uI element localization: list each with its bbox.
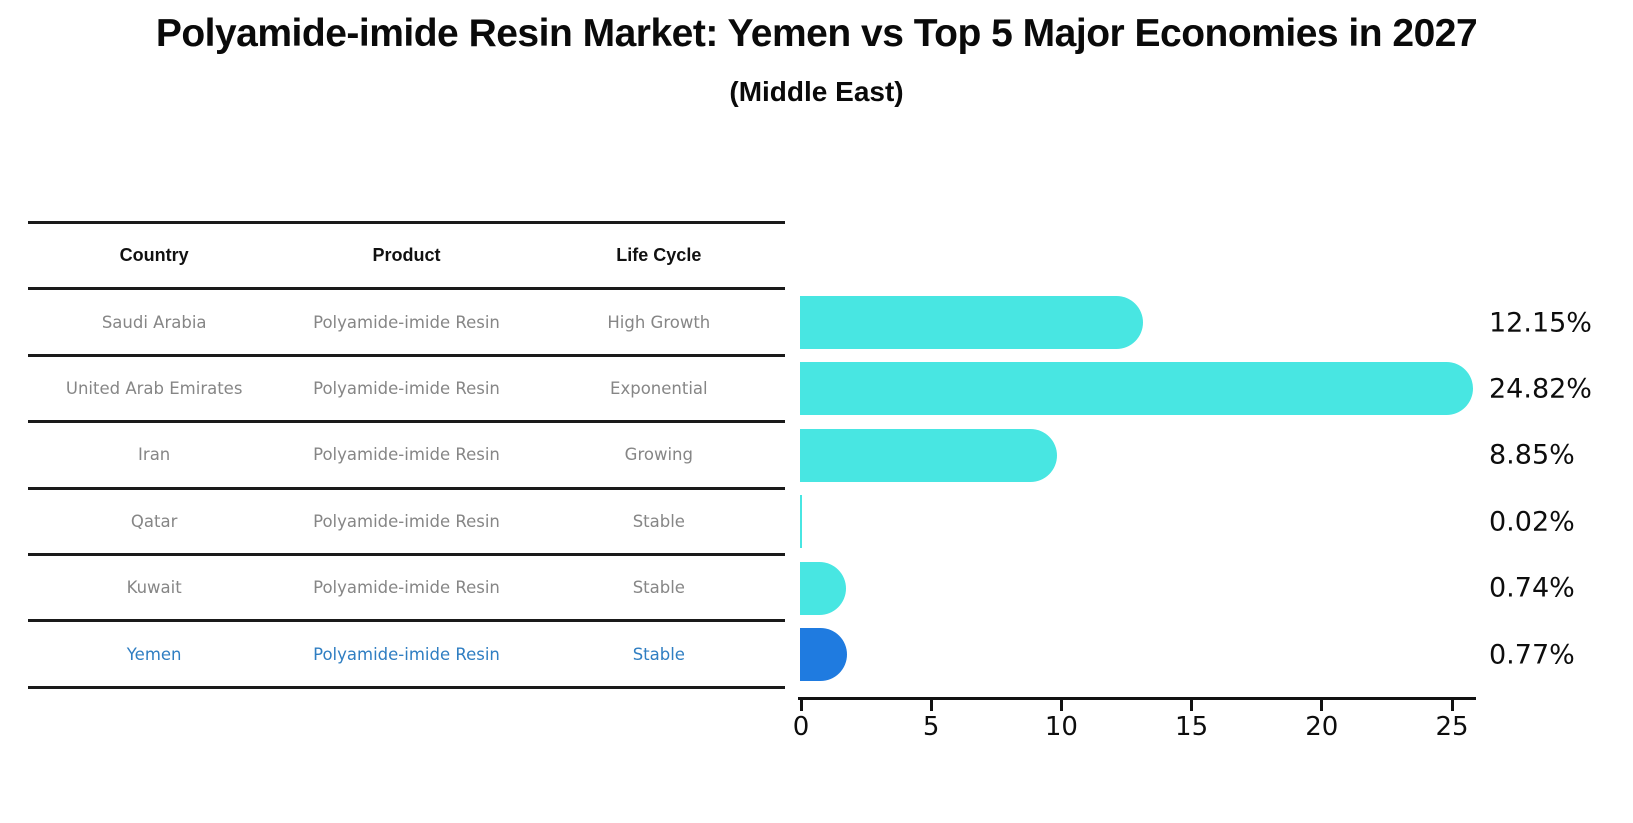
product-header: Product xyxy=(372,245,441,266)
bar-chart xyxy=(800,296,1500,695)
value-label-kuwait: 0.74% xyxy=(1489,572,1575,604)
country-cell: Kuwait xyxy=(126,578,182,598)
x-axis-ticks: 0 5 10 15 20 25 xyxy=(793,700,1500,760)
table-row-qatar: Qatar Polyamide-imide Resin Stable xyxy=(28,486,785,553)
country-cell: Saudi Arabia xyxy=(101,312,207,332)
x-tick-15 xyxy=(1190,700,1194,711)
product-cell: Polyamide-imide Resin xyxy=(313,378,500,398)
x-tick-25 xyxy=(1450,700,1454,711)
x-tick-label-10: 10 xyxy=(1044,712,1078,742)
page-subtitle: (Middle East) xyxy=(729,76,904,107)
x-tick-10 xyxy=(1059,700,1063,711)
bar-yemen xyxy=(800,628,847,681)
bar-saudi-arabia xyxy=(800,296,1143,349)
product-cell: Polyamide-imide Resin xyxy=(313,511,500,531)
x-tick-label-25: 25 xyxy=(1435,712,1469,742)
country-cell: Yemen xyxy=(126,644,182,664)
x-tick-0 xyxy=(799,700,803,711)
table-row-saudi-arabia: Saudi Arabia Polyamide-imide Resin High … xyxy=(28,287,785,353)
lifecycle-cell: Exponential xyxy=(610,378,708,398)
x-tick-20 xyxy=(1320,700,1324,711)
value-label-yemen: 0.77% xyxy=(1489,639,1575,670)
x-tick-label-5: 5 xyxy=(922,712,940,742)
product-cell: Polyamide-imide Resin xyxy=(313,312,500,332)
x-axis xyxy=(798,697,1476,700)
x-tick-label-20: 20 xyxy=(1305,712,1339,742)
country-header: Country xyxy=(119,245,189,266)
table-row-iran: Iran Polyamide-imide Resin Growing xyxy=(28,420,785,486)
bar-united-arab-emirates xyxy=(800,362,1473,416)
value-label-iran: 8.85% xyxy=(1489,439,1575,471)
product-cell: Polyamide-imide Resin xyxy=(313,578,500,598)
x-tick-5 xyxy=(929,700,933,711)
x-tick-label-0: 0 xyxy=(792,712,810,742)
lifecycle-cell: High Growth xyxy=(607,312,711,332)
lifecycle-cell: Stable xyxy=(632,511,685,531)
table-row-united-arab-emirates: United Arab Emirates Polyamide-imide Res… xyxy=(28,353,785,420)
bar-qatar xyxy=(800,495,802,549)
country-table: Country Product Life Cycle Saudi Arabia … xyxy=(28,221,785,689)
product-cell: Polyamide-imide Resin xyxy=(313,445,500,465)
bar-iran xyxy=(800,428,1057,482)
product-cell: Polyamide-imide Resin xyxy=(313,644,500,664)
lifecycle-cell: Growing xyxy=(624,445,693,465)
lifecycle-header: Life Cycle xyxy=(616,245,702,266)
value-label-united-arab-emirates: 24.82% xyxy=(1489,373,1592,405)
table-header-row: Country Product Life Cycle xyxy=(28,221,785,287)
table-row-yemen: Yemen Polyamide-imide Resin Stable xyxy=(28,619,785,685)
country-cell: United Arab Emirates xyxy=(65,378,243,398)
bar-kuwait xyxy=(800,561,846,615)
country-cell: Qatar xyxy=(130,511,178,531)
lifecycle-cell: Stable xyxy=(632,644,685,664)
page-title: Polyamide-imide Resin Market: Yemen vs T… xyxy=(155,12,1478,55)
x-tick-label-15: 15 xyxy=(1175,712,1209,742)
value-label-saudi-arabia: 12.15% xyxy=(1489,307,1592,338)
value-labels: 12.15% 24.82% 8.85% 0.02% 0.74% 0.77% xyxy=(1489,296,1629,695)
lifecycle-cell: Stable xyxy=(632,578,685,598)
country-cell: Iran xyxy=(138,445,171,465)
value-label-qatar: 0.02% xyxy=(1489,506,1575,538)
table-row-kuwait: Kuwait Polyamide-imide Resin Stable xyxy=(28,552,785,619)
